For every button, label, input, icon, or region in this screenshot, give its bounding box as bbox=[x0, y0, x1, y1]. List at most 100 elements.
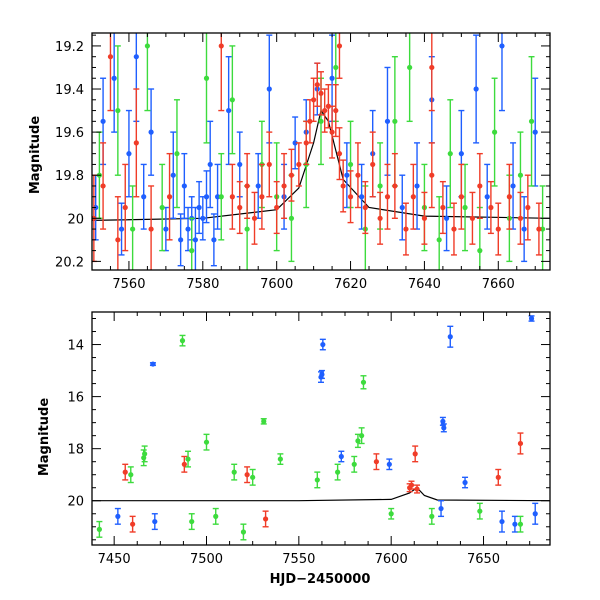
data-point bbox=[244, 226, 250, 232]
bottom-series-2-point bbox=[260, 418, 267, 425]
data-point bbox=[255, 183, 261, 189]
data-point bbox=[525, 204, 531, 211]
top-y-tick-label: 19.2 bbox=[55, 40, 84, 55]
top-series-1-point bbox=[196, 180, 203, 235]
top-series-3-point bbox=[450, 202, 457, 256]
top-y-axis-label: Magnitude bbox=[28, 116, 43, 195]
data-point bbox=[261, 418, 267, 424]
top-series-3-point bbox=[487, 180, 494, 235]
data-point bbox=[100, 118, 106, 124]
data-point bbox=[477, 183, 483, 189]
bottom-series-2-point bbox=[388, 507, 395, 520]
data-point bbox=[318, 90, 324, 96]
data-point bbox=[266, 86, 272, 92]
top-series-2-point bbox=[173, 99, 180, 209]
data-point bbox=[130, 226, 136, 232]
bottom-series-1-point bbox=[462, 476, 469, 489]
top-series-3-point bbox=[133, 88, 140, 198]
top-panel: 7560 7580 7600 7620 7640 7660 19.2 19.4 19.6 19.8… bbox=[55, 32, 551, 292]
data-point bbox=[399, 204, 405, 211]
top-series-3-point bbox=[114, 196, 121, 270]
data-point bbox=[148, 129, 154, 135]
top-series-3-point bbox=[236, 180, 243, 235]
top-series-3-point bbox=[384, 163, 391, 230]
data-point bbox=[495, 226, 501, 232]
bottom-series-3-point bbox=[495, 468, 502, 486]
top-series-2-point bbox=[436, 196, 443, 270]
top-series-3-point bbox=[325, 84, 332, 129]
data-point bbox=[384, 118, 391, 124]
top-series-1-point bbox=[185, 206, 192, 252]
data-point bbox=[469, 215, 476, 221]
data-point bbox=[288, 172, 295, 178]
data-point bbox=[159, 204, 165, 211]
data-point bbox=[429, 172, 435, 178]
bottom-series-2-point bbox=[351, 455, 358, 473]
data-point bbox=[115, 107, 121, 114]
data-point bbox=[144, 43, 151, 49]
data-point bbox=[141, 194, 147, 200]
top-series-3-point bbox=[391, 152, 398, 219]
data-point bbox=[240, 529, 247, 535]
data-point bbox=[319, 371, 325, 378]
data-point bbox=[429, 64, 435, 71]
top-series-1-point bbox=[181, 152, 188, 219]
data-point bbox=[521, 226, 527, 232]
top-series-3-point bbox=[318, 71, 324, 116]
top-series-3-point bbox=[410, 163, 417, 230]
bottom-series-2-point bbox=[141, 445, 148, 463]
bottom-series-1-point bbox=[498, 510, 505, 533]
top-series-2-point bbox=[203, 33, 210, 144]
bottom-series-1-point bbox=[319, 338, 326, 351]
data-point bbox=[314, 477, 320, 483]
data-point bbox=[473, 86, 479, 92]
top-series-3-point bbox=[362, 180, 369, 235]
top-series-3-point bbox=[439, 180, 446, 235]
top-series-1-point bbox=[118, 202, 125, 256]
data-point bbox=[333, 107, 339, 114]
bottom-series-2-point bbox=[127, 466, 134, 484]
bottom-series-3-point bbox=[412, 445, 419, 463]
top-series-3-point bbox=[458, 163, 465, 230]
data-point bbox=[192, 237, 199, 243]
top-series-2-point bbox=[114, 45, 121, 176]
data-point bbox=[266, 161, 272, 168]
top-series-1-point bbox=[484, 163, 491, 230]
data-point bbox=[329, 129, 335, 135]
top-series-3-point bbox=[495, 202, 502, 256]
top-series-3-point bbox=[218, 33, 225, 112]
data-point bbox=[142, 451, 148, 457]
top-series-3-point bbox=[306, 99, 313, 144]
bottom-series-3-point bbox=[406, 483, 413, 493]
bottom-series-2-point bbox=[188, 513, 195, 531]
data-point bbox=[336, 151, 343, 157]
data-point bbox=[351, 461, 357, 467]
data-point bbox=[510, 183, 516, 189]
top-series-3-point bbox=[332, 84, 339, 138]
top-series-3-point bbox=[336, 127, 343, 181]
bottom-y-tick-label: 16 bbox=[67, 391, 84, 406]
data-point bbox=[355, 172, 361, 178]
data-point bbox=[484, 194, 490, 200]
bottom-series-1-point bbox=[151, 513, 158, 531]
top-x-tick-label: 7600 bbox=[260, 277, 293, 292]
top-series-3-point bbox=[354, 142, 361, 209]
data-point bbox=[152, 518, 158, 525]
bottom-series-3-point bbox=[244, 466, 251, 484]
top-series-2-point bbox=[229, 45, 236, 155]
bottom-series-2-point bbox=[212, 507, 219, 525]
bottom-series-2-point bbox=[354, 433, 361, 449]
data-point bbox=[250, 474, 256, 480]
data-point bbox=[277, 456, 283, 462]
data-point bbox=[231, 469, 237, 475]
data-point bbox=[226, 107, 232, 114]
data-point bbox=[443, 215, 450, 221]
data-point bbox=[528, 118, 535, 124]
bottom-x-tick-label: 7600 bbox=[375, 552, 408, 567]
data-point bbox=[451, 226, 457, 232]
bottom-plot-area bbox=[92, 315, 550, 541]
bottom-series-1-point bbox=[114, 507, 121, 525]
data-point bbox=[360, 379, 367, 385]
data-point bbox=[185, 456, 191, 462]
bottom-series-1-point bbox=[438, 500, 445, 518]
